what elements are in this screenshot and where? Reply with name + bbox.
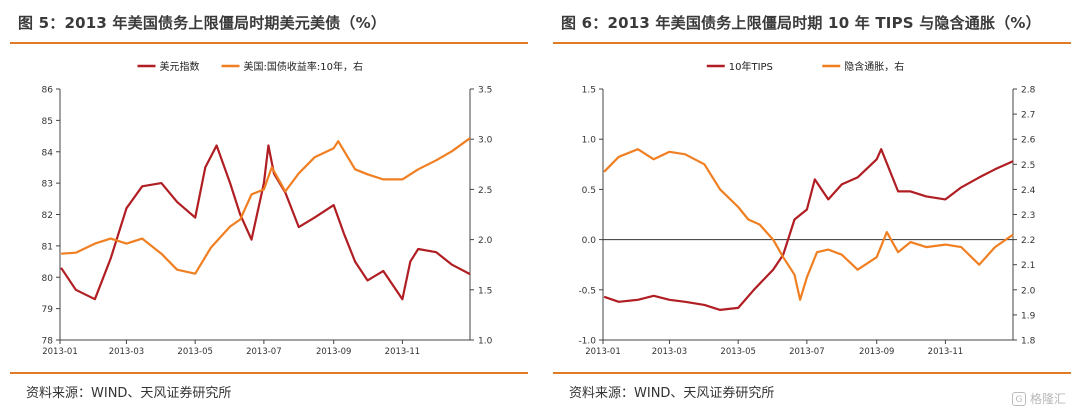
y-left-tick-label: 86 xyxy=(42,86,54,96)
x-tick-label: 2013-01 xyxy=(42,347,78,357)
y-left-tick-label: 0.0 xyxy=(582,236,597,246)
gelonghui-logo-icon: G xyxy=(1011,391,1026,406)
y-left-tick-label: 84 xyxy=(42,148,54,158)
y-left-tick-label: 80 xyxy=(42,274,54,284)
y-right-tick-label: 3.5 xyxy=(478,86,492,96)
x-tick-label: 2013-09 xyxy=(859,347,895,357)
source-divider xyxy=(553,372,1071,374)
y-right-tick-label: 1.0 xyxy=(478,337,493,347)
series-line-2 xyxy=(603,148,1014,301)
y-right-tick-label: 2.0 xyxy=(478,236,493,246)
series-line-1 xyxy=(603,148,1014,311)
y-right-tick-label: 2.2 xyxy=(1021,236,1035,246)
chart-tips-inflation: -1.0 -0.5 0.0 0.5 1.0 1.5 1.8 1.9 2.0 2.1 2.2 2.3 2.… xyxy=(578,60,1036,357)
title-divider xyxy=(10,42,528,44)
y-right-tick-label: 2.0 xyxy=(1021,286,1036,296)
y-left-tick-label: 1.5 xyxy=(582,86,596,96)
y-right-tick-label: 2.6 xyxy=(1021,136,1036,146)
y-left-tick-label: 1.0 xyxy=(582,136,597,146)
x-tick-label: 2013-01 xyxy=(585,347,621,357)
legend: 10年TIPS 隐含通胀，右 xyxy=(706,60,904,73)
watermark-text: 格隆汇 xyxy=(1029,392,1066,406)
y-left-tick-label: 0.5 xyxy=(582,186,596,196)
chart-dollar-treasury: 78 79 80 81 82 83 84 85 86 1.0 1.5 2.0 2.5 3.0 3.5 2013… xyxy=(42,60,493,357)
y-left-tick-label: 78 xyxy=(42,337,54,347)
chart-panel-tips-inflation: 图 6：2013 年美国债务上限僵局时期 10 年 TIPS 与隐含通胀（%） … xyxy=(553,0,1080,413)
legend-label: 10年TIPS xyxy=(729,60,773,73)
y-right-tick-label: 2.5 xyxy=(1021,161,1035,171)
y-right-tick-label: 2.1 xyxy=(1021,261,1035,271)
x-tick-label: 2013-11 xyxy=(928,347,964,357)
series-line-2 xyxy=(61,137,471,275)
y-left-tick-label: 81 xyxy=(42,242,53,252)
x-tick-label: 2013-05 xyxy=(720,347,756,357)
y-left-tick-label: 79 xyxy=(42,305,54,315)
y-right-tick-label: 1.8 xyxy=(1021,337,1036,347)
x-tick-label: 2013-05 xyxy=(177,347,213,357)
y-right-tick-label: 2.4 xyxy=(1021,186,1036,196)
y-left-tick-label: 85 xyxy=(42,117,53,127)
y-left-tick-label: 83 xyxy=(42,180,53,190)
y-right-tick-label: 2.5 xyxy=(478,186,492,196)
x-tick-label: 2013-11 xyxy=(385,347,421,357)
legend-label: 美元指数 xyxy=(160,60,200,73)
x-tick-label: 2013-07 xyxy=(789,347,825,357)
y-right-tick-label: 1.9 xyxy=(1021,311,1036,321)
y-right-tick-label: 2.3 xyxy=(1021,211,1035,221)
chart-title: 图 6：2013 年美国债务上限僵局时期 10 年 TIPS 与隐含通胀（%） xyxy=(561,14,1041,32)
watermark: G 格隆汇 xyxy=(1011,390,1066,407)
y-right-tick-label: 2.7 xyxy=(1021,111,1035,121)
legend-label: 隐含通胀，右 xyxy=(844,60,904,73)
source-divider xyxy=(10,372,528,374)
y-right-tick-label: 3.0 xyxy=(478,136,493,146)
chart-title: 图 5：2013 年美国债务上限僵局时期美元美债（%） xyxy=(18,14,387,32)
y-right-tick-label: 2.8 xyxy=(1021,86,1036,96)
x-tick-label: 2013-03 xyxy=(652,347,688,357)
y-left-tick-label: 82 xyxy=(42,211,53,221)
source-note: 资料来源：WIND、天风证券研究所 xyxy=(26,386,232,401)
title-divider xyxy=(553,42,1071,44)
legend-label: 美国:国债收益率:10年，右 xyxy=(244,60,363,73)
source-note: 资料来源：WIND、天风证券研究所 xyxy=(569,386,775,401)
y-left-tick-label: -1.0 xyxy=(578,337,596,347)
legend: 美元指数 美国:国债收益率:10年，右 xyxy=(137,60,363,73)
series-line-1 xyxy=(60,144,471,301)
y-left-tick-label: -0.5 xyxy=(578,286,596,296)
x-tick-label: 2013-03 xyxy=(109,347,145,357)
x-tick-label: 2013-09 xyxy=(316,347,352,357)
chart-panel-dollar-treasury: 图 5：2013 年美国债务上限僵局时期美元美债（%） 78 79 80 81 82 83… xyxy=(10,0,538,413)
x-tick-label: 2013-07 xyxy=(246,347,282,357)
y-right-tick-label: 1.5 xyxy=(478,286,492,296)
